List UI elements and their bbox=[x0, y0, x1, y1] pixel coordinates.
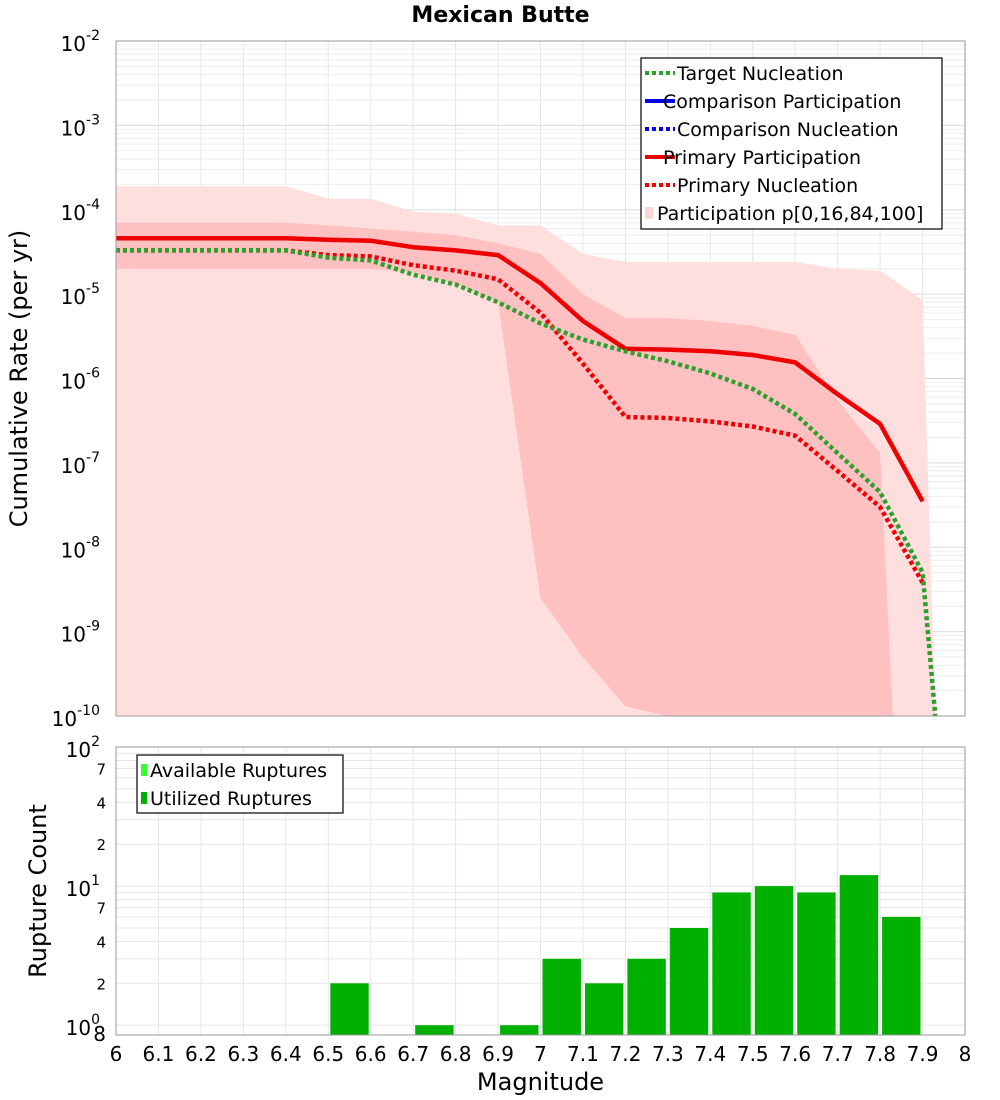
bottom-y-axis-label: Rupture Count bbox=[24, 804, 52, 978]
top-y-tick-label: 10-3 bbox=[61, 112, 100, 140]
legend-label-primary-nucleation: Primary Nucleation bbox=[677, 175, 858, 197]
bottom-y-bottom-label: 8 bbox=[93, 1022, 106, 1046]
legend-label-participation-p-0-16-84-100-: Participation p[0,16,84,100] bbox=[657, 203, 923, 225]
bar bbox=[500, 1025, 539, 1035]
legend-label-available-ruptures: Available Ruptures bbox=[150, 760, 327, 782]
top-y-tick-label: 10-8 bbox=[61, 534, 100, 562]
bottom-y-minor-tick-label: 4 bbox=[96, 933, 106, 951]
bottom-y-minor-tick-label: 7 bbox=[96, 900, 106, 918]
x-tick-label: 6.7 bbox=[397, 1042, 429, 1066]
x-tick-label: 6.9 bbox=[482, 1042, 514, 1066]
x-tick-label: 7.8 bbox=[864, 1042, 896, 1066]
bottom-bars bbox=[330, 875, 921, 1035]
bar bbox=[415, 1025, 454, 1035]
bottom-y-major-tick-label: 102 bbox=[66, 734, 100, 762]
legend-swatch-available-ruptures bbox=[141, 764, 147, 776]
x-tick-label: 7.5 bbox=[737, 1042, 769, 1066]
bar bbox=[882, 916, 921, 1035]
bottom-y-minor-tick-label: 4 bbox=[96, 794, 106, 812]
series-line-primary-participation bbox=[116, 235, 925, 503]
x-tick-label: 7.7 bbox=[822, 1042, 854, 1066]
bar bbox=[669, 928, 709, 1035]
bar bbox=[542, 958, 581, 1035]
legend-frame bbox=[640, 57, 943, 230]
bottom-legend: Available Ruptures Utilized Ruptures bbox=[136, 754, 344, 814]
series-line-target-nucleation bbox=[116, 248, 938, 717]
bar bbox=[754, 886, 794, 1035]
x-tick-label: 6 bbox=[110, 1042, 123, 1066]
bottom-legend-frame bbox=[136, 754, 344, 814]
bar bbox=[330, 983, 369, 1035]
top-y-tick-label: 10-2 bbox=[61, 28, 100, 56]
bar bbox=[627, 958, 666, 1035]
bar bbox=[585, 983, 624, 1035]
x-tick-label: 6.3 bbox=[227, 1042, 259, 1066]
x-tick-label: 7 bbox=[534, 1042, 547, 1066]
bottom-y-major-tick-label: 101 bbox=[66, 873, 100, 901]
legend-label-primary-participation: Primary Participation bbox=[663, 147, 861, 169]
bottom-y-minor-tick-label: 2 bbox=[96, 975, 106, 993]
legend-label-utilized-ruptures: Utilized Ruptures bbox=[150, 788, 312, 810]
x-tick-label: 6.5 bbox=[312, 1042, 344, 1066]
legend-label-comparison-participation: Comparison Participation bbox=[663, 91, 901, 113]
x-tick-label: 6.2 bbox=[185, 1042, 217, 1066]
x-tick-label: 7.4 bbox=[694, 1042, 726, 1066]
bar bbox=[712, 892, 751, 1035]
x-tick-label: 7.3 bbox=[652, 1042, 684, 1066]
legend-swatch-utilized-ruptures bbox=[141, 792, 147, 804]
x-tick-label: 6.8 bbox=[440, 1042, 472, 1066]
top-y-tick-label: 10-4 bbox=[61, 197, 101, 225]
bottom-plot-frame bbox=[115, 746, 966, 1036]
top-y-tick-label: 10-9 bbox=[61, 619, 100, 647]
top-y-tick-label: 10-10 bbox=[52, 703, 100, 731]
x-tick-label: 6.1 bbox=[143, 1042, 175, 1066]
x-tick-label: 8 bbox=[959, 1042, 972, 1066]
top-plot-frame bbox=[115, 40, 966, 717]
top-y-tick-label: 10-6 bbox=[61, 366, 101, 394]
legend-label-target-nucleation: Target Nucleation bbox=[676, 63, 844, 85]
bar bbox=[839, 875, 879, 1035]
top-panel: Mexican Butte 10-10 10-9 10-8 10-7 10-6 10-5 10… bbox=[5, 3, 966, 731]
x-tick-label: 6.6 bbox=[355, 1042, 387, 1066]
bar bbox=[797, 892, 836, 1035]
bottom-y-minor-tick-label: 7 bbox=[96, 761, 106, 779]
x-tick-label: 7.6 bbox=[779, 1042, 811, 1066]
top-y-axis-label: Cumulative Rate (per yr) bbox=[5, 230, 33, 528]
band-p16-p84 bbox=[116, 222, 893, 717]
legend-swatch-participation-p-0-16-84-100- bbox=[645, 207, 653, 219]
x-tick-label: 6.4 bbox=[270, 1042, 302, 1066]
bottom-y-minor-tick-label: 2 bbox=[96, 836, 106, 854]
top-legend: Target Nucleation Comparison Participatio… bbox=[640, 57, 943, 230]
x-tick-label: 7.9 bbox=[907, 1042, 939, 1066]
x-tick-label: 7.2 bbox=[609, 1042, 641, 1066]
x-tick-label: 7.1 bbox=[567, 1042, 599, 1066]
x-axis-label: Magnitude bbox=[477, 1068, 604, 1096]
top-y-tick-label: 10-5 bbox=[61, 281, 100, 309]
legend-label-comparison-nucleation: Comparison Nucleation bbox=[677, 119, 899, 141]
top-y-tick-label: 10-7 bbox=[61, 450, 100, 478]
chart-title: Mexican Butte bbox=[411, 3, 589, 28]
bottom-y-major-tick-label: 100 bbox=[66, 1012, 100, 1040]
